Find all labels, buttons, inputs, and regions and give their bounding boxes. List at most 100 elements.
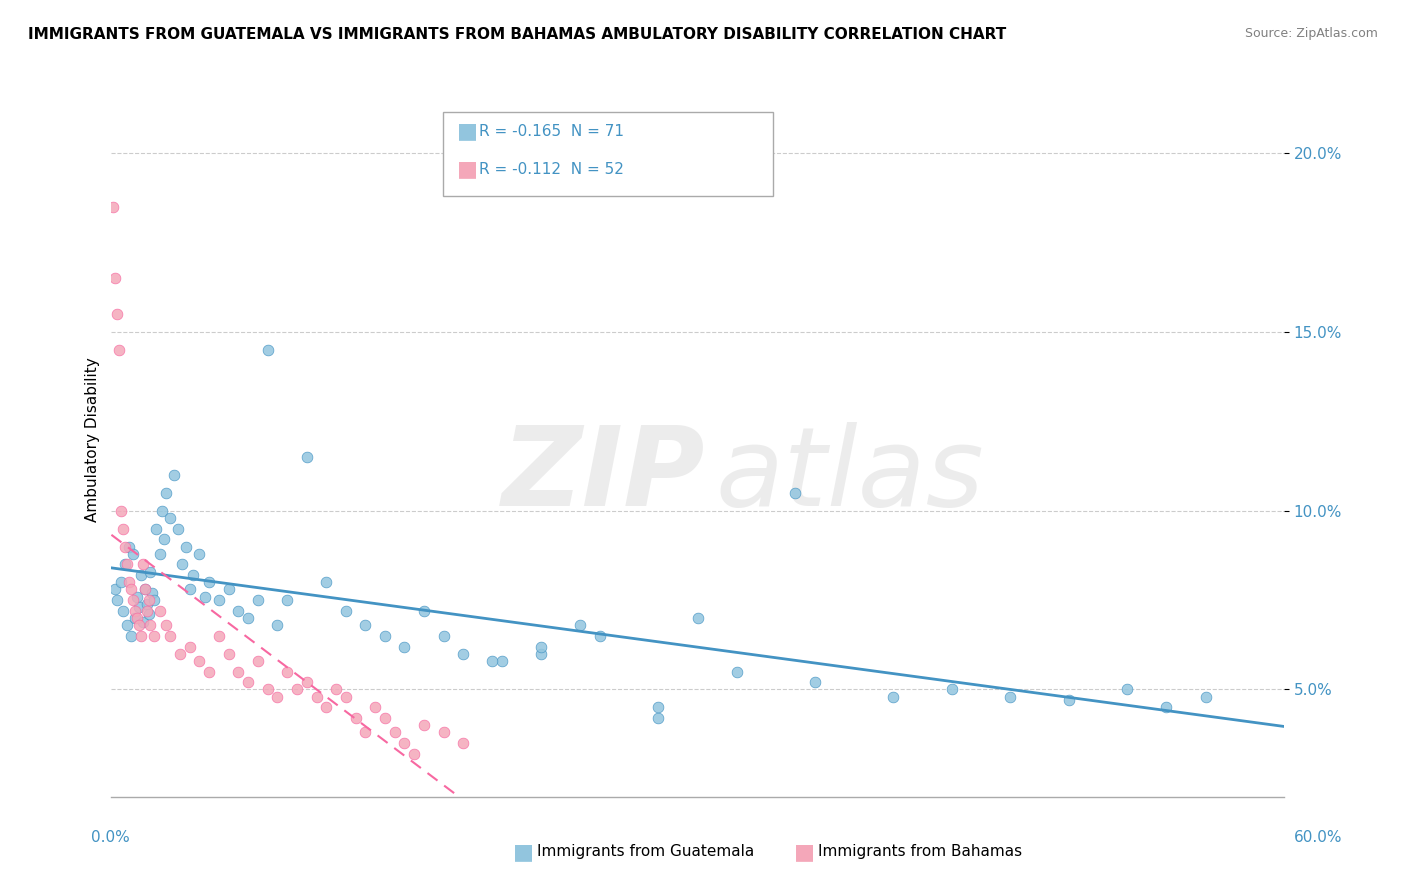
- Text: ■: ■: [457, 121, 478, 141]
- Point: [432, 725, 454, 739]
- Point: [141, 586, 163, 600]
- Point: [124, 604, 146, 618]
- Text: ZIP: ZIP: [502, 422, 706, 529]
- Point: [246, 654, 269, 668]
- Point: [785, 486, 807, 500]
- Point: [266, 690, 288, 704]
- Point: [374, 711, 396, 725]
- Point: [394, 640, 416, 654]
- Point: [246, 593, 269, 607]
- Point: [115, 558, 138, 572]
- Point: [218, 582, 240, 597]
- Point: [149, 547, 172, 561]
- Point: [150, 504, 173, 518]
- Point: [138, 607, 160, 622]
- Point: [194, 590, 217, 604]
- Point: [335, 690, 357, 704]
- Point: [120, 582, 142, 597]
- Point: [481, 654, 503, 668]
- Text: Immigrants from Guatemala: Immigrants from Guatemala: [537, 845, 755, 859]
- Point: [228, 604, 250, 618]
- Point: [174, 540, 197, 554]
- Point: [941, 682, 963, 697]
- Point: [228, 665, 250, 679]
- Point: [135, 604, 157, 618]
- Point: [159, 629, 181, 643]
- Point: [305, 690, 328, 704]
- Point: [129, 568, 152, 582]
- Point: [647, 711, 669, 725]
- Point: [112, 522, 135, 536]
- Point: [183, 568, 205, 582]
- Point: [120, 629, 142, 643]
- Point: [451, 647, 474, 661]
- Point: [295, 450, 318, 465]
- Point: [804, 675, 827, 690]
- Point: [124, 611, 146, 625]
- Text: 60.0%: 60.0%: [1295, 830, 1343, 845]
- Point: [725, 665, 748, 679]
- Point: [238, 675, 260, 690]
- Point: [374, 629, 396, 643]
- Point: [134, 582, 156, 597]
- Point: [998, 690, 1021, 704]
- Point: [153, 533, 176, 547]
- Point: [115, 618, 138, 632]
- Point: [276, 665, 298, 679]
- Point: [208, 629, 231, 643]
- Point: [118, 540, 141, 554]
- Point: [112, 604, 135, 618]
- Point: [413, 604, 436, 618]
- Text: IMMIGRANTS FROM GUATEMALA VS IMMIGRANTS FROM BAHAMAS AMBULATORY DISABILITY CORRE: IMMIGRANTS FROM GUATEMALA VS IMMIGRANTS …: [28, 27, 1007, 42]
- Point: [295, 675, 318, 690]
- Point: [139, 565, 162, 579]
- Point: [139, 618, 162, 632]
- Point: [169, 647, 191, 661]
- Point: [344, 711, 367, 725]
- Point: [118, 575, 141, 590]
- Point: [125, 590, 148, 604]
- Point: [166, 522, 188, 536]
- Point: [155, 618, 177, 632]
- Text: Immigrants from Bahamas: Immigrants from Bahamas: [818, 845, 1022, 859]
- Point: [125, 611, 148, 625]
- Point: [143, 629, 166, 643]
- Point: [170, 558, 193, 572]
- Point: [138, 593, 160, 607]
- Point: [128, 600, 150, 615]
- Point: [135, 597, 157, 611]
- Text: Source: ZipAtlas.com: Source: ZipAtlas.com: [1244, 27, 1378, 40]
- Point: [647, 700, 669, 714]
- Point: [218, 647, 240, 661]
- Point: [198, 665, 221, 679]
- Y-axis label: Ambulatory Disability: Ambulatory Disability: [86, 357, 100, 522]
- Point: [1194, 690, 1216, 704]
- Point: [256, 343, 278, 357]
- Point: [131, 615, 153, 629]
- Point: [315, 700, 337, 714]
- Point: [188, 547, 211, 561]
- Point: [315, 575, 337, 590]
- Point: [105, 593, 128, 607]
- Point: [143, 593, 166, 607]
- Point: [530, 640, 553, 654]
- Point: [129, 629, 152, 643]
- Point: [432, 629, 454, 643]
- Point: [364, 700, 387, 714]
- Point: [188, 654, 211, 668]
- Point: [404, 747, 426, 761]
- Point: [238, 611, 260, 625]
- Point: [1116, 682, 1139, 697]
- Point: [122, 593, 145, 607]
- Point: [110, 504, 132, 518]
- Point: [104, 582, 127, 597]
- Text: atlas: atlas: [716, 422, 984, 529]
- Point: [256, 682, 278, 697]
- Point: [110, 575, 132, 590]
- Point: [530, 647, 553, 661]
- Point: [354, 725, 377, 739]
- Point: [114, 558, 136, 572]
- Point: [114, 540, 136, 554]
- Point: [198, 575, 221, 590]
- Point: [179, 582, 201, 597]
